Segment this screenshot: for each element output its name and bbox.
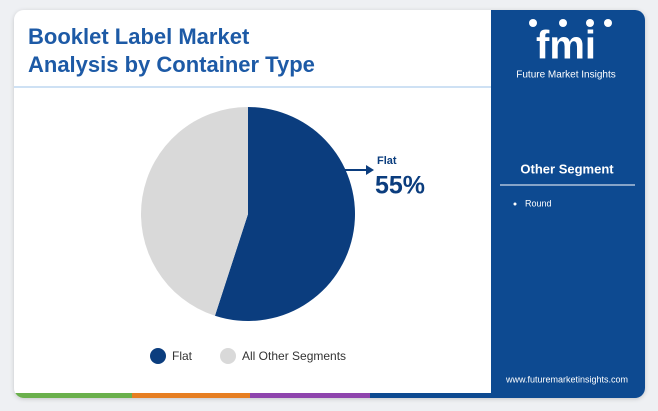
pie-slice bbox=[214, 107, 355, 321]
bullet bbox=[513, 202, 517, 206]
pie-slice bbox=[141, 107, 248, 316]
side-panel bbox=[491, 10, 645, 398]
brand-name: Future Market Insights bbox=[516, 70, 615, 81]
segment-item: Round bbox=[525, 198, 552, 208]
url: www.futuremarketinsights.com bbox=[505, 374, 628, 384]
logo-icon bbox=[559, 19, 567, 27]
arrow-head bbox=[366, 165, 374, 175]
pie bbox=[141, 107, 355, 321]
data-label: 55% bbox=[375, 172, 425, 200]
stripe bbox=[14, 393, 132, 398]
chart-title: Booklet Label Market Analysis by Containe… bbox=[28, 24, 315, 77]
legend: Flat All Other Segments bbox=[150, 348, 346, 364]
stripe bbox=[370, 393, 491, 398]
brand-logo: fmi bbox=[536, 24, 596, 68]
legend-swatch bbox=[150, 348, 166, 364]
annotation-label: Flat bbox=[377, 155, 397, 167]
stripe bbox=[250, 393, 370, 398]
logo-icon bbox=[529, 19, 537, 27]
legend-label: Flat bbox=[172, 349, 193, 363]
logo-icon bbox=[604, 19, 612, 27]
legend-label: All Other Segments bbox=[242, 349, 346, 363]
segment-list: Round bbox=[513, 198, 552, 208]
logo-icon bbox=[586, 19, 594, 27]
stripe bbox=[132, 393, 250, 398]
segment-heading: Other Segment bbox=[520, 161, 614, 176]
legend-swatch bbox=[220, 348, 237, 364]
